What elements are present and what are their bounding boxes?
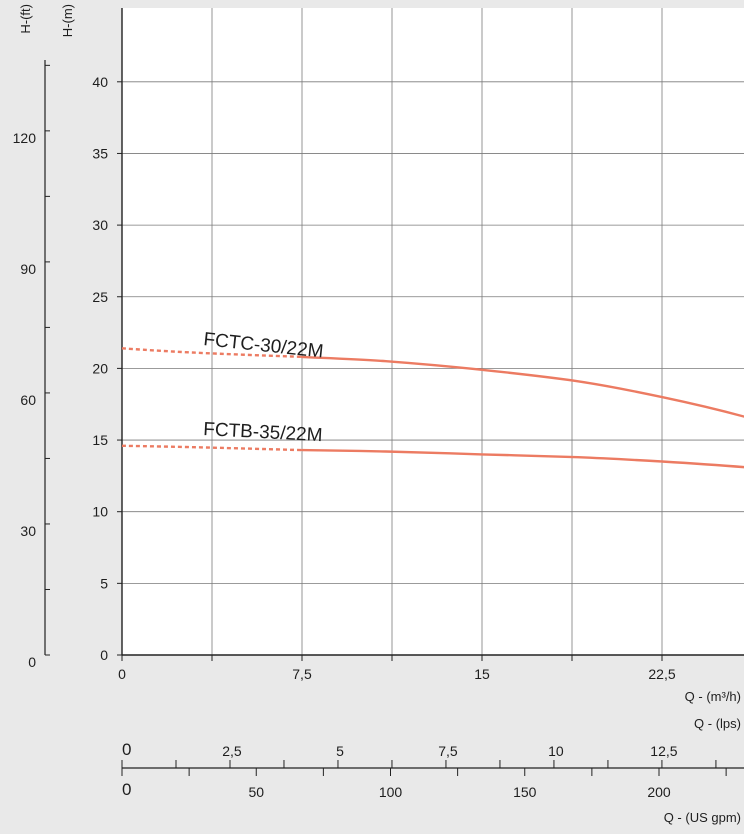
curve-line [300,355,744,418]
ft-tick-label: 60 [20,392,36,408]
x-tick-label: 0 [118,666,126,682]
y-tick-label: 20 [92,360,108,376]
y-tick-label: 15 [92,432,108,448]
lps-tick-label: 10 [548,743,564,759]
y-axis-title: H-(m) [60,4,75,37]
usgpm-tick-label: 50 [248,784,264,800]
y-tick-label: 35 [92,145,108,161]
ft-tick-label: 90 [20,261,36,277]
y-tick-label: 40 [92,74,108,90]
lps-tick-label: 7,5 [438,743,458,759]
usgpm-tick-label: 100 [379,784,403,800]
x-axis-title: Q - (m³/h) [685,689,741,704]
x-tick-label: 15 [474,666,490,682]
lps-tick-label: 12,5 [650,743,677,759]
usgpm-axis-title: Q - (US gpm) [664,810,741,825]
y-tick-label: 25 [92,289,108,305]
lps-tick-label: 5 [336,743,344,759]
usgpm-tick-label: 150 [513,784,537,800]
ft-tick-label: 120 [13,130,37,146]
curve-extrapolated [121,444,303,452]
lps-axis-title: Q - (lps) [694,716,741,731]
usgpm-tick-label: 0 [122,780,131,799]
y-tick-label: 0 [100,647,108,663]
ft-tick-label: 0 [28,654,36,670]
curve-line [300,448,744,469]
lps-tick-label: 0 [122,740,131,759]
ft-axis-title: H-(ft) [18,4,33,34]
plot-area [122,8,744,655]
x-tick-label: 7,5 [292,666,312,682]
y-tick-label: 5 [100,575,108,591]
y-tick-label: 30 [92,217,108,233]
x-tick-label: 22,5 [648,666,675,682]
usgpm-tick-label: 200 [647,784,671,800]
ft-tick-label: 30 [20,523,36,539]
curve-extrapolated [121,347,303,359]
lps-tick-label: 2,5 [222,743,242,759]
y-tick-label: 10 [92,504,108,520]
